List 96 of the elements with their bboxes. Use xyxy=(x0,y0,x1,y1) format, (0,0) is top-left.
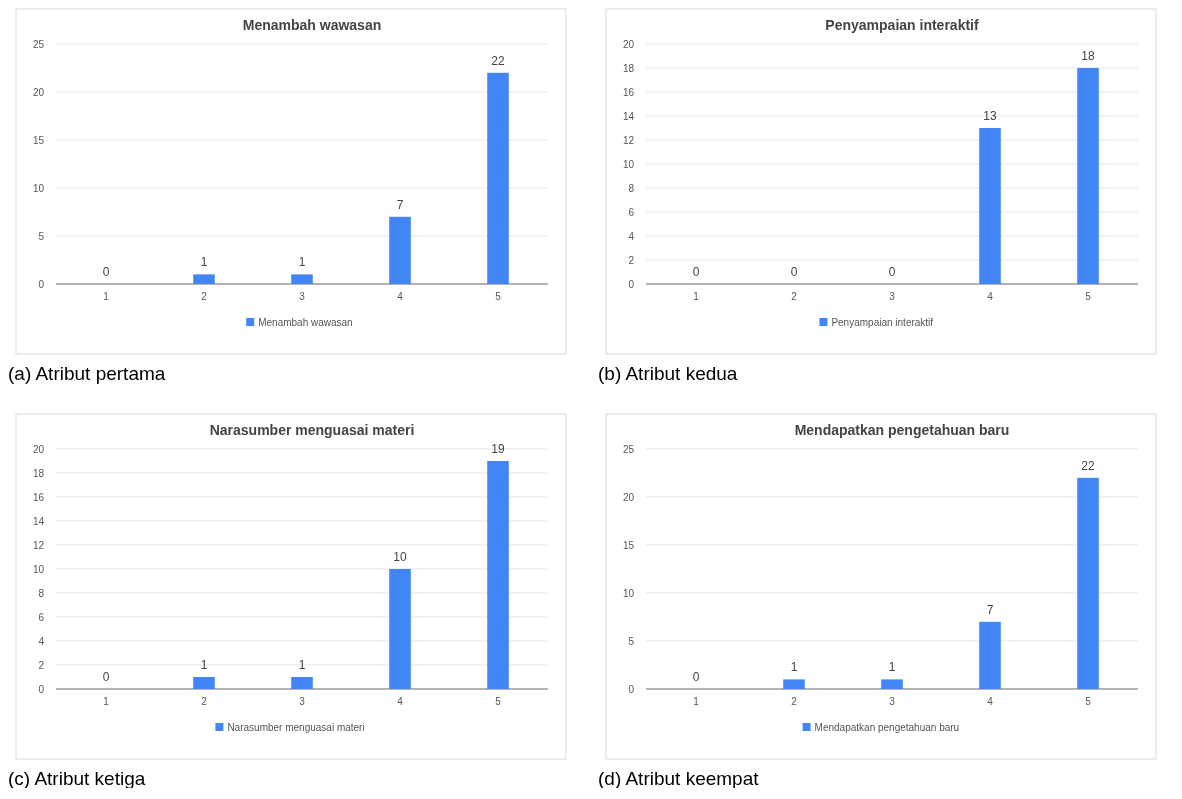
x-tick-label: 2 xyxy=(791,291,798,302)
y-tick-label: 25 xyxy=(622,443,635,455)
data-label: 1 xyxy=(888,660,896,675)
x-tick-label: 3 xyxy=(889,291,896,302)
legend-label: Narasumber menguasai materi xyxy=(227,721,365,733)
x-tick-label: 5 xyxy=(495,696,502,707)
y-tick-label: 18 xyxy=(32,467,45,479)
y-tick-label: 4 xyxy=(628,230,635,242)
chart-title: Menambah wawasan xyxy=(242,17,382,33)
y-tick-label: 4 xyxy=(38,635,45,647)
y-tick-label: 20 xyxy=(32,86,45,98)
y-tick-label: 12 xyxy=(622,134,635,146)
data-label: 1 xyxy=(200,255,208,270)
data-label: 22 xyxy=(491,53,506,68)
bar xyxy=(389,569,411,689)
chart-title: Narasumber menguasai materi xyxy=(209,422,415,438)
data-label: 19 xyxy=(491,442,506,456)
chart-title: Penyampaian interaktif xyxy=(825,17,979,33)
y-tick-label: 18 xyxy=(622,62,635,74)
x-tick-label: 3 xyxy=(889,696,896,707)
y-tick-label: 20 xyxy=(622,491,635,503)
y-tick-label: 15 xyxy=(32,134,45,146)
x-tick-label: 4 xyxy=(397,696,404,707)
y-tick-label: 25 xyxy=(32,38,45,50)
y-tick-label: 6 xyxy=(38,611,45,623)
data-label: 0 xyxy=(102,670,110,684)
x-tick-label: 3 xyxy=(299,696,306,707)
x-tick-label: 2 xyxy=(201,291,208,302)
y-tick-label: 6 xyxy=(628,206,635,218)
data-label: 1 xyxy=(298,658,306,672)
x-tick-label: 4 xyxy=(987,696,994,707)
x-tick-label: 2 xyxy=(201,696,208,707)
x-tick-label: 2 xyxy=(791,696,798,707)
data-label: 7 xyxy=(986,602,994,617)
data-label: 7 xyxy=(396,197,404,212)
data-label: 13 xyxy=(983,109,997,123)
x-tick-label: 5 xyxy=(1085,696,1092,707)
bar xyxy=(291,677,313,689)
data-label: 1 xyxy=(298,255,306,270)
y-tick-label: 14 xyxy=(32,515,45,527)
data-label: 0 xyxy=(888,265,896,279)
x-tick-label: 3 xyxy=(299,291,306,302)
bar xyxy=(389,216,411,284)
y-tick-label: 2 xyxy=(628,254,635,266)
data-label: 0 xyxy=(790,265,798,279)
x-tick-label: 1 xyxy=(103,291,110,302)
legend-label: Mendapatkan pengetahuan baru xyxy=(814,721,960,733)
x-tick-label: 5 xyxy=(1085,291,1092,302)
y-tick-label: 8 xyxy=(38,587,45,599)
data-label: 1 xyxy=(200,658,208,672)
y-tick-label: 12 xyxy=(32,539,45,551)
y-tick-label: 10 xyxy=(32,563,45,575)
data-label: 0 xyxy=(692,265,700,279)
y-tick-label: 16 xyxy=(32,491,45,503)
y-tick-label: 0 xyxy=(38,683,45,695)
text: (b) Atribut kedua xyxy=(598,363,738,384)
chart-title: Mendapatkan pengetahuan baru xyxy=(794,422,1010,438)
data-label: 18 xyxy=(1081,49,1096,63)
y-tick-label: 10 xyxy=(622,587,635,599)
x-tick-label: 1 xyxy=(693,291,700,302)
legend-label: Menambah wawasan xyxy=(258,316,353,328)
data-label: 0 xyxy=(102,265,110,279)
y-tick-label: 5 xyxy=(38,230,45,242)
y-tick-label: 16 xyxy=(622,86,635,98)
y-tick-label: 20 xyxy=(32,443,45,455)
y-tick-label: 15 xyxy=(622,539,635,551)
y-tick-label: 10 xyxy=(622,158,635,170)
x-tick-label: 1 xyxy=(103,696,110,707)
legend-label: Penyampaian interaktif xyxy=(831,316,934,328)
y-tick-label: 10 xyxy=(32,182,45,194)
y-tick-label: 20 xyxy=(622,38,635,50)
data-label: 10 xyxy=(393,550,407,564)
x-tick-label: 1 xyxy=(693,696,700,707)
bar xyxy=(783,679,805,689)
bar xyxy=(193,677,215,689)
bar xyxy=(1077,477,1099,689)
x-tick-label: 4 xyxy=(987,291,994,302)
y-tick-label: 2 xyxy=(38,659,45,671)
text: (a) Atribut pertama xyxy=(8,363,166,384)
bar xyxy=(487,72,509,284)
y-tick-label: 8 xyxy=(628,182,635,194)
y-tick-label: 5 xyxy=(628,635,635,647)
y-tick-label: 0 xyxy=(38,278,45,290)
y-tick-label: 0 xyxy=(628,683,635,695)
y-tick-label: 0 xyxy=(628,278,635,290)
x-tick-label: 5 xyxy=(495,291,502,302)
bar xyxy=(979,621,1001,689)
x-tick-label: 4 xyxy=(397,291,404,302)
y-tick-label: 14 xyxy=(622,110,635,122)
data-label: 1 xyxy=(790,660,798,675)
data-label: 22 xyxy=(1081,458,1096,473)
bar xyxy=(881,679,903,689)
data-label: 0 xyxy=(692,670,700,684)
bar xyxy=(193,274,215,284)
bar xyxy=(291,274,313,284)
bar xyxy=(487,461,509,689)
